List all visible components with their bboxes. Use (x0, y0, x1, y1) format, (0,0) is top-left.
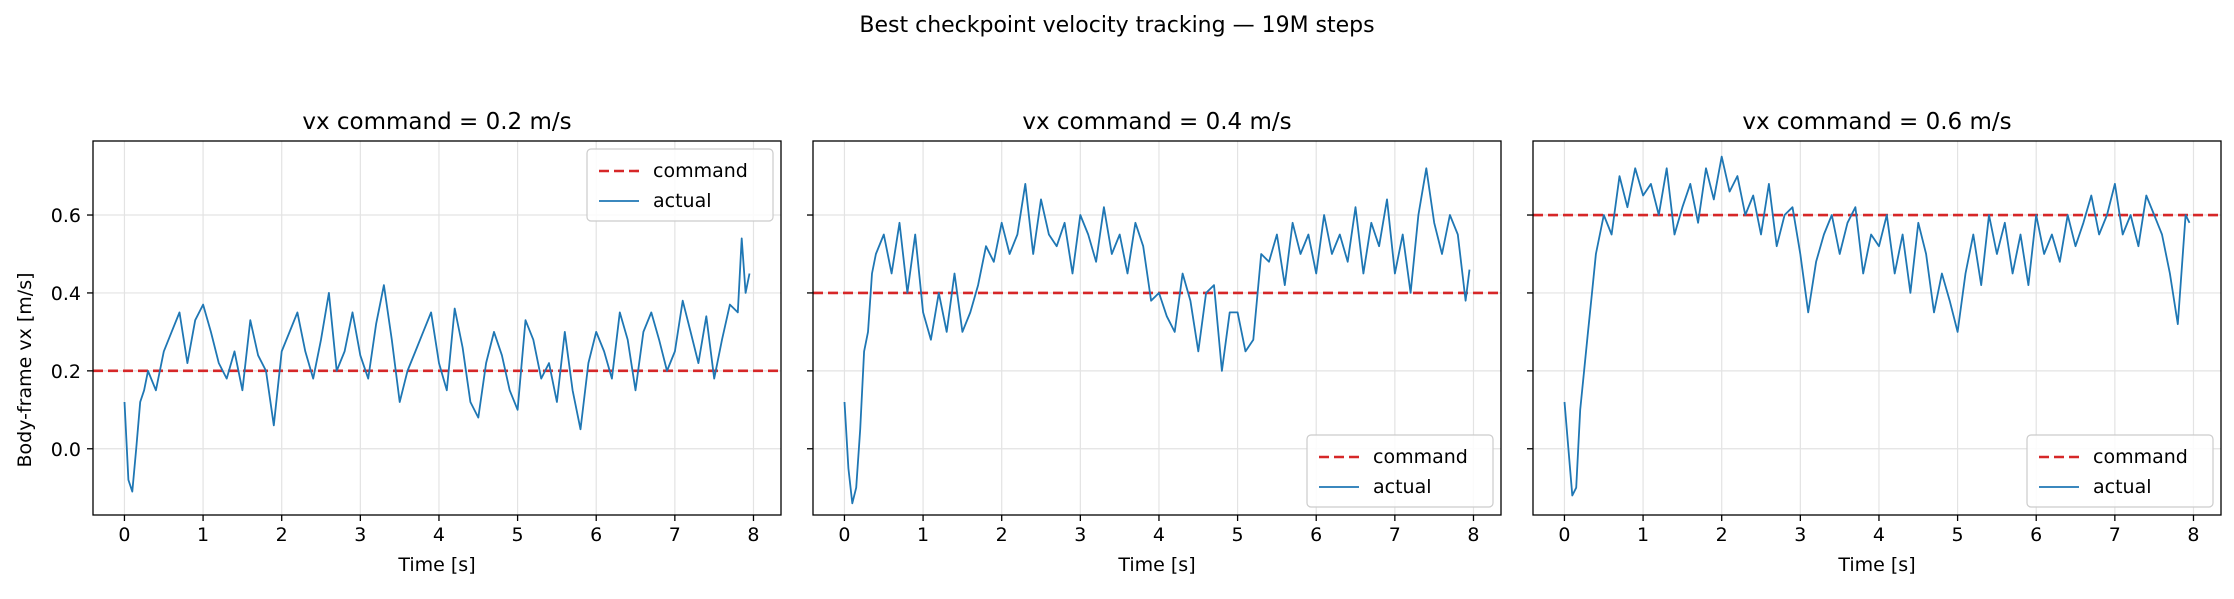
x-tick-label: 8 (1467, 524, 1479, 546)
x-tick-label: 6 (2030, 524, 2042, 546)
x-tick-label: 2 (276, 524, 288, 546)
legend-label-actual: actual (653, 190, 712, 212)
panel-2: 0 1 2 3 4 5 6 7 8 vx command = 0.4 m/s Time [s] com… (807, 109, 1501, 576)
panels: 0 1 2 3 4 5 6 7 8 0.0 0.2 0.4 0.6 vx command = 0.2 m/… (51, 109, 2221, 576)
y-tick-label: 0.6 (51, 205, 81, 227)
y-axis-label: Body-frame vx [m/s] (14, 272, 36, 467)
panel-title: vx command = 0.2 m/s (302, 109, 571, 135)
x-axis-label: Time [s] (397, 554, 475, 576)
y-tick-label: 0.4 (51, 283, 81, 305)
x-tick-label: 0 (1558, 524, 1570, 546)
x-tick-label: 5 (1232, 524, 1244, 546)
panel-title: vx command = 0.6 m/s (1742, 109, 2011, 135)
x-tick-label: 4 (433, 524, 445, 546)
legend-label-actual: actual (1373, 476, 1432, 498)
x-tick-label: 7 (1389, 524, 1401, 546)
legend: command actual (2027, 435, 2213, 507)
panel-3: 0 1 2 3 4 5 6 7 8 vx command = 0.6 m/s Time [s] com… (1527, 109, 2221, 576)
x-tick-label: 5 (1952, 524, 1964, 546)
x-tick-label: 5 (512, 524, 524, 546)
x-tick-label: 4 (1873, 524, 1885, 546)
x-tick-label: 0 (118, 524, 130, 546)
panel-title: vx command = 0.4 m/s (1022, 109, 1291, 135)
y-tick-label: 0.2 (51, 361, 81, 383)
panel-1: 0 1 2 3 4 5 6 7 8 0.0 0.2 0.4 0.6 vx command = 0.2 m/… (51, 109, 781, 576)
x-tick-label: 2 (1716, 524, 1728, 546)
x-tick-label: 8 (2187, 524, 2199, 546)
x-tick-label: 3 (1794, 524, 1806, 546)
x-tick-label: 2 (996, 524, 1008, 546)
x-tick-label: 7 (669, 524, 681, 546)
x-tick-label: 7 (2109, 524, 2121, 546)
legend: command actual (1307, 435, 1493, 507)
y-tick-label: 0.0 (51, 439, 81, 461)
legend-label-command: command (653, 160, 748, 182)
x-tick-label: 4 (1153, 524, 1165, 546)
legend-label-command: command (2093, 446, 2188, 468)
x-axis-label: Time [s] (1837, 554, 1915, 576)
x-tick-label: 8 (747, 524, 759, 546)
x-tick-label: 6 (590, 524, 602, 546)
x-tick-label: 1 (917, 524, 929, 546)
legend-label-actual: actual (2093, 476, 2152, 498)
x-tick-label: 1 (197, 524, 209, 546)
figure-title: Best checkpoint velocity tracking — 19M … (859, 13, 1374, 38)
x-tick-label: 1 (1637, 524, 1649, 546)
x-tick-label: 3 (1074, 524, 1086, 546)
x-axis-label: Time [s] (1117, 554, 1195, 576)
legend-label-command: command (1373, 446, 1468, 468)
x-tick-label: 6 (1310, 524, 1322, 546)
x-tick-label: 3 (354, 524, 366, 546)
legend: command actual (587, 149, 773, 221)
x-tick-label: 0 (838, 524, 850, 546)
